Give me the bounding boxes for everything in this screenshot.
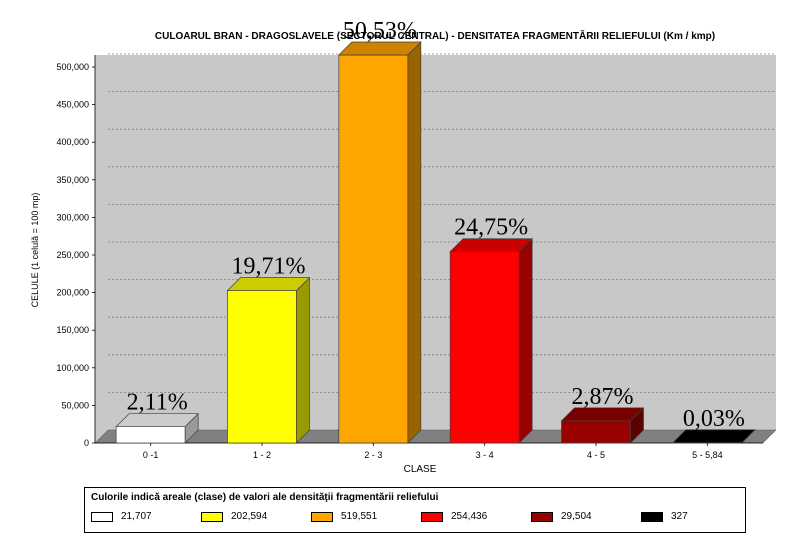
y-tick-label: 150,000	[56, 325, 89, 335]
legend-swatch	[311, 512, 333, 522]
y-tick-label: 400,000	[56, 137, 89, 147]
bar-2	[338, 54, 409, 444]
x-axis-label: CLASE	[404, 464, 437, 475]
percent-label: 2,87%	[572, 384, 634, 410]
bar-side-2	[407, 41, 422, 444]
legend-label: 21,707	[121, 511, 152, 522]
percent-label: 24,75%	[454, 215, 528, 241]
legend-title: Culorile indică areale (clase) de valori…	[91, 492, 439, 503]
percent-label: 2,11%	[127, 390, 188, 416]
bar-1	[227, 290, 297, 444]
percent-label: 19,71%	[232, 254, 306, 280]
y-tick-label: 100,000	[56, 363, 89, 373]
x-tick-label: 1 - 2	[253, 450, 271, 460]
bar-0	[115, 426, 186, 444]
bar-top-2	[337, 41, 422, 56]
x-tick-label: 2 - 3	[364, 450, 382, 460]
y-tick-label: 500,000	[56, 62, 89, 72]
bar-top-3	[449, 238, 534, 253]
x-tick-label: 3 - 4	[476, 450, 494, 460]
percent-label: 50,53%	[343, 18, 417, 44]
percent-label: 0,03%	[683, 406, 745, 432]
bar-side-1	[296, 276, 310, 444]
bar-top-5	[671, 429, 756, 444]
bar-top-0	[115, 413, 200, 428]
x-tick-label: 4 - 5	[587, 450, 605, 460]
bar-side-3	[518, 237, 533, 444]
legend-swatch	[641, 512, 663, 522]
y-tick-label: 50,000	[61, 400, 89, 410]
legend-swatch	[91, 512, 113, 522]
legend-label: 202,594	[231, 511, 268, 522]
legend-label: 254,436	[451, 511, 488, 522]
y-tick-label: 0	[84, 438, 89, 448]
legend-label: 327	[671, 511, 688, 522]
bar-4	[561, 420, 631, 444]
y-tick-label: 350,000	[56, 175, 89, 185]
legend-swatch	[421, 512, 443, 522]
legend-label: 29,504	[561, 511, 592, 522]
y-tick-label: 250,000	[56, 250, 89, 260]
legend: Culorile indică areale (clase) de valori…	[84, 487, 746, 533]
y-axis-label: CELULE (1 celulă = 100 mp)	[30, 193, 40, 308]
y-tick-label: 200,000	[56, 288, 89, 298]
plot-background	[95, 55, 776, 443]
chart-title: CULOARUL BRAN - DRAGOSLAVELE (SECTORUL C…	[155, 29, 715, 42]
bar-top-1	[226, 277, 311, 291]
chart-floor	[94, 429, 777, 444]
x-tick-label: 0 -1	[143, 450, 159, 460]
legend-label: 519,551	[341, 511, 378, 522]
y-tick-label: 450,000	[56, 100, 89, 110]
legend-swatch	[201, 512, 223, 522]
x-tick-label: 5 - 5,84	[692, 450, 723, 460]
y-tick-label: 300,000	[56, 212, 89, 222]
bar-3	[449, 251, 520, 444]
bar-top-4	[560, 407, 645, 422]
legend-swatch	[531, 512, 553, 522]
